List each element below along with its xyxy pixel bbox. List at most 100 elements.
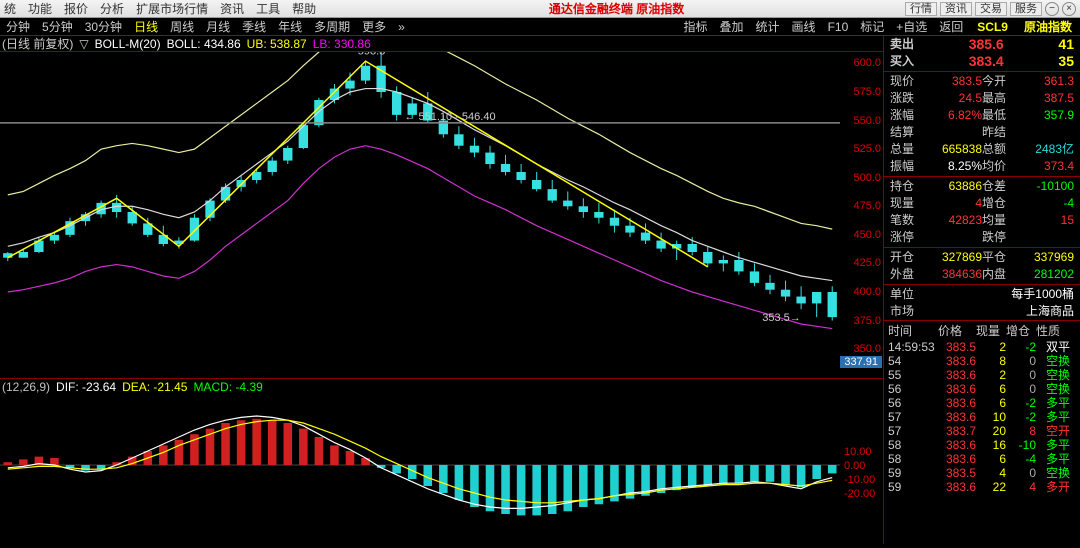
candle-svg: 598.3← 551.10 - 546.40353.5→ bbox=[0, 52, 884, 372]
tool-fav[interactable]: +自选 bbox=[890, 18, 933, 35]
macd-params: (12,26,9) bbox=[2, 380, 50, 394]
menu-bar: 统 功能 报价 分析 扩展市场行情 资讯 工具 帮助 通达信金融终端 原油指数 … bbox=[0, 0, 1080, 18]
tick-row: 14:59:53383.52-2双平 bbox=[884, 340, 1080, 354]
tick-row: 55383.620空换 bbox=[884, 368, 1080, 382]
menu-ext[interactable]: 扩展市场行情 bbox=[136, 0, 208, 17]
quote-row: 结算昨结 bbox=[884, 124, 1080, 141]
tick-row: 57383.7208空开 bbox=[884, 424, 1080, 438]
tool-indicator[interactable]: 指标 bbox=[678, 18, 714, 35]
tf-30m[interactable]: 30分钟 bbox=[79, 18, 128, 35]
tool-stats[interactable]: 统计 bbox=[750, 18, 786, 35]
tick-table: 时间 价格 现量 增仓 性质 14:59:53383.52-2双平54383.6… bbox=[884, 320, 1080, 544]
btn-news[interactable]: 资讯 bbox=[940, 2, 972, 16]
menu-help[interactable]: 帮助 bbox=[292, 0, 316, 17]
svg-text:598.3: 598.3 bbox=[358, 52, 386, 57]
tf-month[interactable]: 月线 bbox=[200, 18, 236, 35]
tool-back[interactable]: 返回 bbox=[933, 18, 969, 35]
boll-val: BOLL: 434.86 bbox=[167, 37, 241, 51]
dea-val: DEA: -21.45 bbox=[122, 380, 187, 394]
close-icon[interactable]: × bbox=[1062, 2, 1076, 16]
quote-row: 涨跌24.5最高387.5 bbox=[884, 90, 1080, 107]
menu-tools[interactable]: 工具 bbox=[256, 0, 280, 17]
tf-multi[interactable]: 多周期 bbox=[308, 18, 356, 35]
quote-panel: 卖出 385.6 41 买入 383.4 35 现价383.5今开361.3涨跌… bbox=[884, 36, 1080, 544]
ticker-code: SCL9 bbox=[969, 20, 1016, 34]
tf-day[interactable]: 日线 bbox=[128, 18, 164, 35]
tool-overlay[interactable]: 叠加 bbox=[714, 18, 750, 35]
quote-row: 持仓63886仓差-10100 bbox=[884, 178, 1080, 195]
macd-val: MACD: -4.39 bbox=[193, 380, 262, 394]
btn-trade[interactable]: 交易 bbox=[975, 2, 1007, 16]
quote-row: 总量665838总额2483亿 bbox=[884, 141, 1080, 158]
quote-row: 现量4增仓-4 bbox=[884, 195, 1080, 212]
svg-text:0.00: 0.00 bbox=[844, 460, 865, 472]
sell-qty: 41 bbox=[1058, 37, 1074, 52]
th-time: 时间 bbox=[888, 322, 938, 339]
ytick: 350.0 bbox=[853, 343, 881, 355]
tool-mark[interactable]: 标记 bbox=[854, 18, 890, 35]
tf-more[interactable]: 更多 bbox=[356, 18, 392, 35]
buy-label: 买入 bbox=[890, 54, 914, 69]
ticker-name: 原油指数 bbox=[1016, 18, 1080, 35]
ytick: 475.0 bbox=[853, 200, 881, 212]
ytick: 450.0 bbox=[853, 229, 881, 241]
tick-row: 59383.6224多开 bbox=[884, 480, 1080, 494]
menu-analysis[interactable]: 分析 bbox=[100, 0, 124, 17]
tf-5m[interactable]: 5分钟 bbox=[36, 18, 79, 35]
tool-f10[interactable]: F10 bbox=[822, 20, 855, 34]
ytick: 375.0 bbox=[853, 315, 881, 327]
tf-quarter[interactable]: 季线 bbox=[236, 18, 272, 35]
tick-row: 57383.610-2多平 bbox=[884, 410, 1080, 424]
tf-week[interactable]: 周线 bbox=[164, 18, 200, 35]
th-oi: 增仓 bbox=[1006, 322, 1036, 339]
unit-label: 单位 bbox=[890, 287, 914, 302]
ytick: 425.0 bbox=[853, 257, 881, 269]
tick-row: 58383.616-10多平 bbox=[884, 438, 1080, 452]
ytick: 400.0 bbox=[853, 286, 881, 298]
market-label: 市场 bbox=[890, 304, 914, 319]
buy-qty: 35 bbox=[1058, 54, 1074, 69]
tick-row: 59383.540空换 bbox=[884, 466, 1080, 480]
more-arrow-icon[interactable]: » bbox=[392, 20, 411, 34]
th-type: 性质 bbox=[1036, 322, 1070, 339]
boll-label: BOLL-M(20) bbox=[95, 37, 161, 51]
tf-1m[interactable]: 分钟 bbox=[0, 18, 36, 35]
svg-text:353.5→: 353.5→ bbox=[762, 312, 801, 324]
quote-row: 涨停跌停 bbox=[884, 229, 1080, 246]
tf-year[interactable]: 年线 bbox=[272, 18, 308, 35]
buy-price: 383.4 bbox=[914, 54, 1058, 69]
quote-row: 笔数42823均量15 bbox=[884, 212, 1080, 229]
sell-price: 385.6 bbox=[914, 37, 1058, 52]
menu-news[interactable]: 资讯 bbox=[220, 0, 244, 17]
tick-row: 54383.680空换 bbox=[884, 354, 1080, 368]
quote-row: 开仓327869平仓337969 bbox=[884, 249, 1080, 266]
minimize-icon[interactable]: − bbox=[1045, 2, 1059, 16]
menu-quote[interactable]: 报价 bbox=[64, 0, 88, 17]
macd-panel[interactable]: (12,26,9) DIF: -23.64 DEA: -21.45 MACD: … bbox=[0, 378, 883, 544]
quote-row: 振幅8.25%均价373.4 bbox=[884, 158, 1080, 175]
quote-row: 涨幅6.82%最低357.9 bbox=[884, 107, 1080, 124]
lb-val: LB: 330.86 bbox=[313, 37, 371, 51]
candle-chart[interactable]: 598.3← 551.10 - 546.40353.5→ 600.0575.05… bbox=[0, 52, 883, 378]
svg-text:-20.00: -20.00 bbox=[844, 488, 875, 500]
menu-func[interactable]: 功能 bbox=[28, 0, 52, 17]
timeframe-bar: 分钟 5分钟 30分钟 日线 周线 月线 季线 年线 多周期 更多 » 指标 叠… bbox=[0, 18, 1080, 36]
tool-draw[interactable]: 画线 bbox=[786, 18, 822, 35]
menu-sys[interactable]: 统 bbox=[4, 0, 16, 17]
macd-info: (12,26,9) DIF: -23.64 DEA: -21.45 MACD: … bbox=[0, 379, 883, 395]
dif-val: DIF: -23.64 bbox=[56, 380, 116, 394]
unit-val: 每手1000桶 bbox=[1011, 287, 1074, 302]
btn-quotes[interactable]: 行情 bbox=[905, 2, 937, 16]
market-val: 上海商品 bbox=[1026, 304, 1074, 319]
quote-row: 现价383.5今开361.3 bbox=[884, 73, 1080, 90]
svg-text:10.00: 10.00 bbox=[844, 446, 872, 458]
th-vol: 现量 bbox=[976, 322, 1006, 339]
th-price: 价格 bbox=[938, 322, 976, 339]
ytick: 525.0 bbox=[853, 143, 881, 155]
price-yaxis: 600.0575.0550.0525.0500.0475.0450.0425.0… bbox=[839, 52, 883, 378]
chart-indicator-info: (日线 前复权) ▽ BOLL-M(20) BOLL: 434.86 UB: 5… bbox=[0, 36, 883, 52]
svg-text:-10.00: -10.00 bbox=[844, 474, 875, 486]
sell-label: 卖出 bbox=[890, 37, 914, 52]
ytick: 500.0 bbox=[853, 172, 881, 184]
btn-service[interactable]: 服务 bbox=[1010, 2, 1042, 16]
